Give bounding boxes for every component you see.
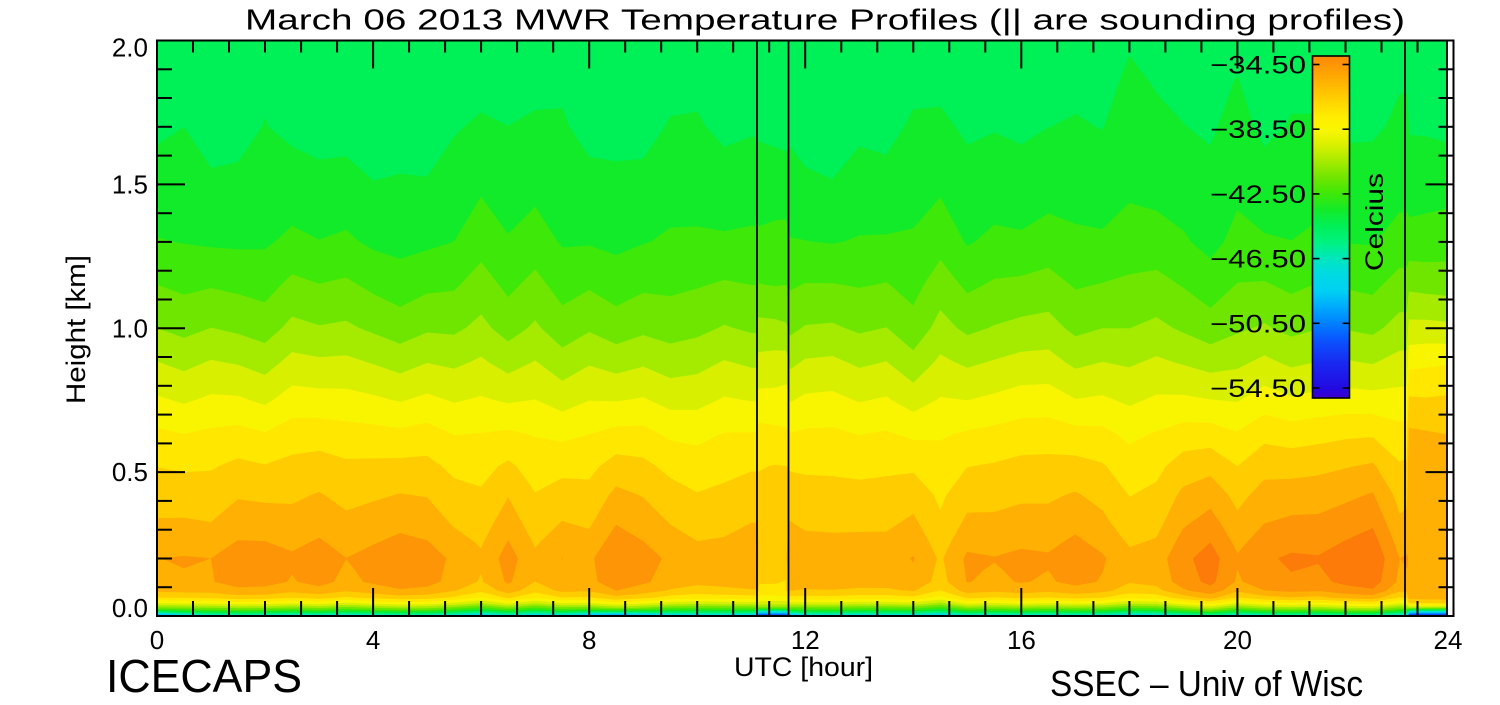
svg-text:−42.50: −42.50 bbox=[1210, 181, 1306, 209]
svg-text:8: 8 bbox=[582, 625, 596, 655]
svg-text:March 06 2013 MWR Temperature: March 06 2013 MWR Temperature Profiles (… bbox=[245, 5, 1405, 37]
svg-text:UTC [hour]: UTC [hour] bbox=[734, 652, 873, 682]
svg-text:−54.50: −54.50 bbox=[1210, 375, 1306, 403]
svg-text:20: 20 bbox=[1223, 625, 1252, 655]
svg-text:ICECAPS: ICECAPS bbox=[106, 650, 302, 700]
svg-text:−34.50: −34.50 bbox=[1210, 52, 1306, 80]
svg-text:1.0: 1.0 bbox=[112, 313, 148, 343]
svg-text:16: 16 bbox=[1007, 625, 1036, 655]
svg-text:24: 24 bbox=[1434, 625, 1463, 655]
svg-text:Height [km]: Height [km] bbox=[61, 255, 91, 404]
svg-text:2.0: 2.0 bbox=[112, 33, 148, 63]
svg-text:Celcius: Celcius bbox=[1361, 173, 1389, 271]
svg-text:−38.50: −38.50 bbox=[1210, 116, 1306, 144]
svg-text:−46.50: −46.50 bbox=[1210, 246, 1306, 274]
svg-text:−50.50: −50.50 bbox=[1210, 310, 1306, 338]
svg-text:0: 0 bbox=[150, 625, 164, 655]
svg-text:1.5: 1.5 bbox=[112, 169, 148, 199]
svg-text:0.0: 0.0 bbox=[112, 593, 148, 623]
svg-text:4: 4 bbox=[366, 625, 380, 655]
svg-text:SSEC – Univ of Wisc: SSEC – Univ of Wisc bbox=[1050, 663, 1363, 700]
svg-text:0.5: 0.5 bbox=[112, 457, 148, 487]
svg-text:12: 12 bbox=[791, 625, 820, 655]
